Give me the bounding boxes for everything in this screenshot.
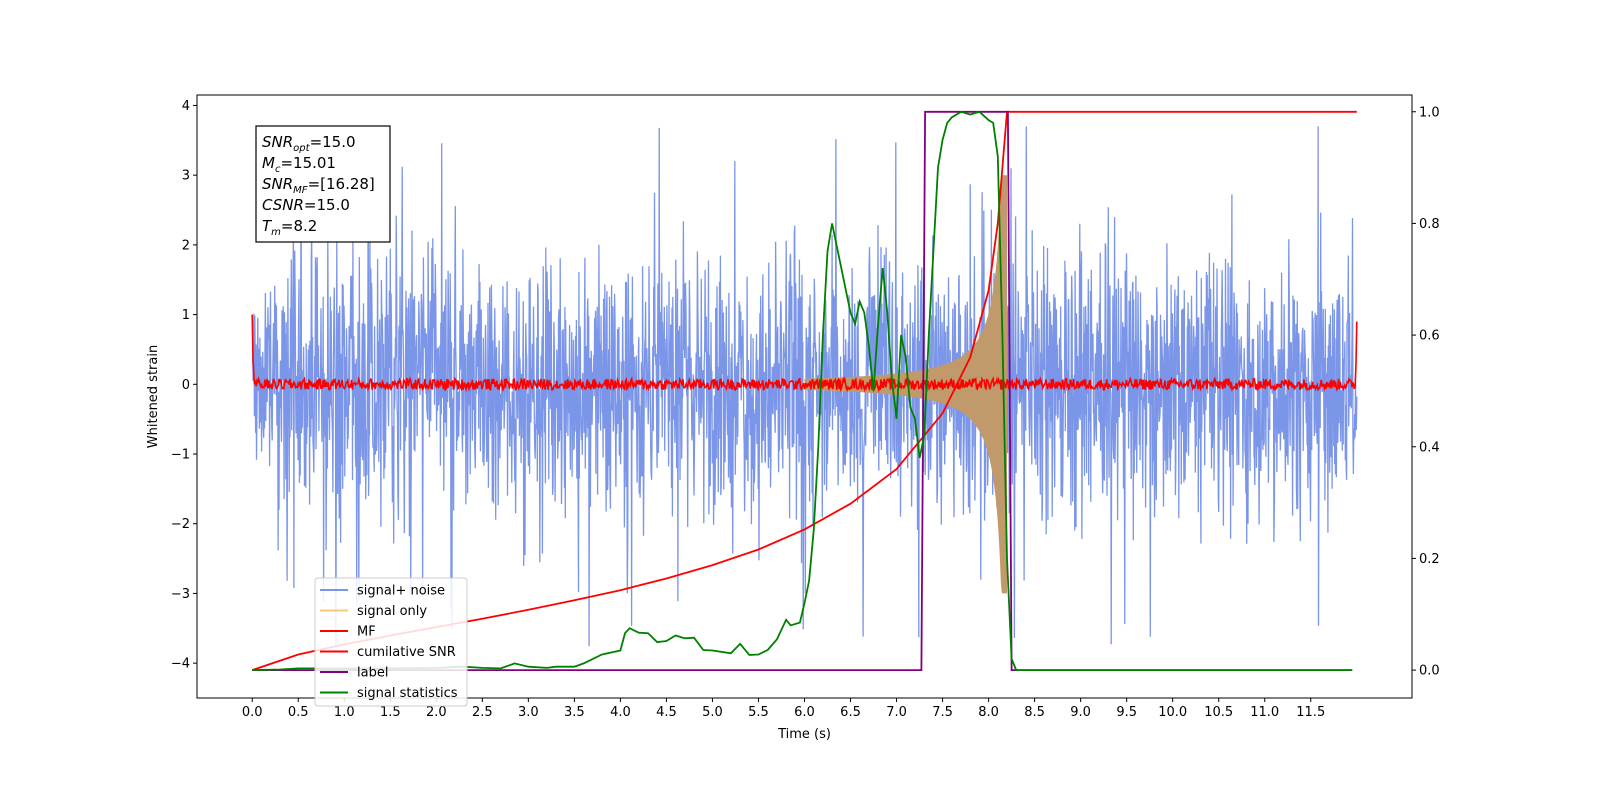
x-tick-label: 0.0 [242,705,263,720]
legend-label: cumilative SNR [357,645,456,660]
legend: signal+ noise signal only MF cumilative SNR… [314,577,468,707]
legend-label: MF [357,625,376,640]
y-axis-left-ticks: 4 3 2 1 0 −1 −2 −3 −4 [171,99,197,672]
x-tick-label: 11.0 [1250,705,1279,720]
y-axis-right-ticks: 1.0 0.8 0.6 0.4 0.2 0.0 [1412,105,1440,679]
annotation-frame [255,125,391,243]
x-tick-label: 6.0 [794,705,815,720]
y-right-tick-label: 0.8 [1419,217,1440,232]
y-tick-label: 1 [182,308,190,323]
legend-label: label [357,666,388,681]
y-tick-label: 0 [182,378,190,393]
x-tick-label: 3.5 [564,705,585,720]
y-right-tick-label: 0.6 [1419,329,1440,344]
x-tick-label: 10.0 [1158,705,1187,720]
annotation-line: SNRMF=[16.28] [262,175,375,196]
legend-label: signal statistics [357,686,458,701]
y-right-tick-label: 0.4 [1419,440,1440,455]
x-tick-label: 6.5 [840,705,861,720]
x-tick-label: 4.0 [610,705,631,720]
x-tick-label: 10.5 [1204,705,1233,720]
x-tick-label: 5.0 [702,705,723,720]
legend-label: signal+ noise [357,584,445,599]
annotation-line: Tm=8.2 [262,217,317,238]
y-tick-label: −1 [171,448,190,463]
y-right-tick-label: 0.2 [1419,552,1440,567]
legend-label: signal only [357,604,427,619]
x-tick-label: 2.0 [426,705,447,720]
x-tick-label: 1.5 [380,705,401,720]
x-tick-label: 2.5 [472,705,493,720]
x-tick-label: 3.0 [518,705,539,720]
x-axis-label: Time (s) [777,727,831,742]
series-line-mf [251,314,1358,393]
series-mf [251,314,1358,393]
series-signal-plus-noise [251,126,1358,648]
y-tick-label: −3 [171,587,190,602]
annotation-line: CSNR=15.0 [262,196,350,214]
x-tick-label: 9.5 [1116,705,1137,720]
y-axis-label: Whitened strain [146,345,161,448]
y-right-tick-label: 1.0 [1419,105,1440,120]
y-tick-label: −4 [171,657,190,672]
y-tick-label: 3 [182,169,190,184]
x-tick-label: 1.0 [334,705,355,720]
x-tick-label: 8.0 [978,705,999,720]
x-tick-label: 7.0 [886,705,907,720]
x-tick-label: 7.5 [932,705,953,720]
x-tick-label: 11.5 [1296,705,1325,720]
annotation-line: SNRopt=15.0 [262,133,356,154]
y-tick-label: 2 [182,238,190,253]
series-line-signal-plus-noise [251,126,1358,648]
y-right-tick-label: 0.0 [1419,664,1440,679]
y-tick-label: −2 [171,517,190,532]
x-axis-ticks: 0.0 0.5 1.0 1.5 2.0 2.5 3.0 3.5 4.0 4.5 5.0 5.5 6.0 6… [242,698,1325,720]
annotation-box: SNRopt=15.0Mc=15.01SNRMF=[16.28]CSNR=15.… [255,125,391,243]
y-tick-label: 4 [182,99,190,114]
legend-frame [314,577,468,707]
series-line-signal-statistics [252,110,1353,671]
x-tick-label: 9.0 [1070,705,1091,720]
x-tick-label: 4.5 [656,705,677,720]
x-tick-label: 0.5 [288,705,309,720]
annotation-line: Mc=15.01 [262,154,336,175]
x-tick-label: 8.5 [1024,705,1045,720]
x-tick-label: 5.5 [748,705,769,720]
